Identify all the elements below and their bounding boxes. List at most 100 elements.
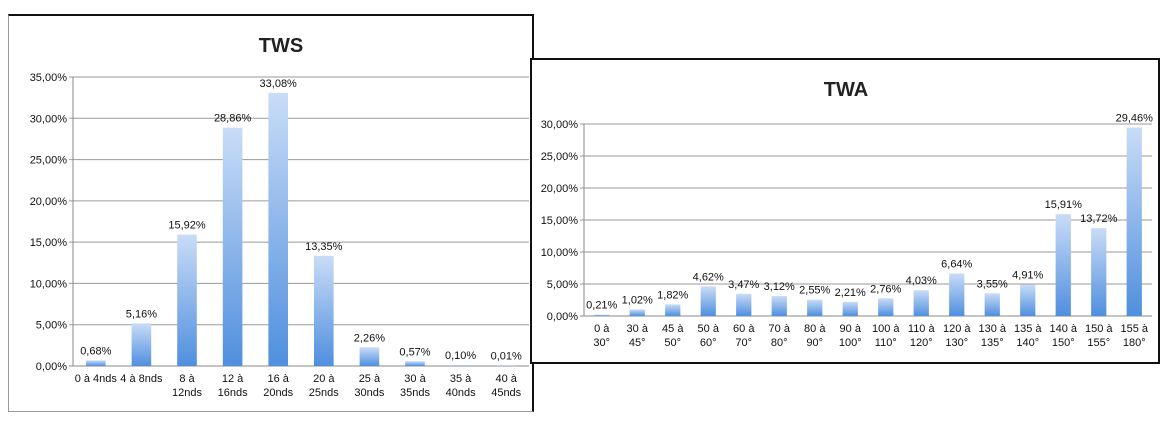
tws-data-label: 5,16% — [126, 308, 157, 320]
twa-data-label: 6,64% — [941, 259, 972, 271]
twa-bar — [878, 298, 894, 316]
twa-xtick-label: 140 à — [1049, 323, 1077, 335]
twa-bar — [1020, 284, 1036, 316]
twa-bar — [913, 290, 929, 316]
tws-data-label: 0,68% — [80, 345, 111, 357]
tws-ytick-label: 0,00% — [36, 361, 67, 373]
twa-bar — [736, 293, 752, 316]
twa-data-label: 2,21% — [835, 287, 866, 299]
tws-title: TWS — [259, 35, 303, 57]
twa-xtick-label: 130° — [945, 337, 968, 349]
tws-data-label: 13,35% — [305, 241, 343, 253]
tws-xtick-label: 8 à — [179, 373, 195, 385]
twa-data-label: 4,91% — [1012, 270, 1043, 282]
twa-data-label: 29,46% — [1116, 112, 1154, 124]
tws-bar — [222, 127, 243, 367]
twa-xtick-label: 110 à — [908, 323, 936, 335]
tws-xtick-label: 25nds — [309, 387, 339, 399]
tws-bar — [496, 365, 517, 366]
tws-xtick-label: 25 à — [359, 373, 381, 385]
tws-bar — [405, 361, 425, 366]
twa-bar — [594, 314, 610, 316]
twa-xtick-label: 150° — [1052, 337, 1075, 349]
twa-xtick-label: 120° — [910, 337, 933, 349]
tws-xtick-label: 45nds — [491, 387, 521, 399]
tws-data-label: 28,86% — [214, 113, 252, 125]
twa-xtick-label: 30° — [593, 337, 610, 349]
twa-xtick-label: 50 à — [698, 323, 720, 335]
tws-xtick-label: 4 à 8nds — [120, 373, 163, 385]
tws-xtick-label: 20nds — [263, 387, 293, 399]
tws-bar — [177, 234, 197, 366]
tws-data-label: 0,57% — [399, 346, 430, 358]
twa-data-label: 0,21% — [586, 300, 617, 312]
twa-ytick-label: 0,00% — [547, 311, 578, 323]
tws-xtick-label: 12nds — [172, 387, 202, 399]
twa-bar — [949, 273, 965, 316]
twa-bar — [700, 286, 716, 316]
twa-xtick-label: 45° — [629, 337, 646, 349]
twa-xtick-label: 140° — [1016, 337, 1039, 349]
twa-xtick-label: 0 à — [594, 323, 610, 335]
tws-bar — [85, 360, 106, 366]
twa-xtick-label: 30 à — [627, 323, 649, 335]
twa-chart-panel: TWA 0,00% 5,00% 10,00% 15,00% 20,00% 25,00% 30,… — [530, 58, 1160, 364]
tws-data-label: 0,01% — [491, 350, 522, 362]
twa-xtick-label: 50° — [664, 337, 681, 349]
twa-data-label: 3,47% — [728, 279, 759, 291]
tws-xtick-label: 20 à — [313, 373, 335, 385]
twa-data-label: 4,03% — [906, 275, 937, 287]
tws-bar — [131, 323, 152, 366]
twa-bar — [629, 309, 645, 316]
twa-ytick-label: 25,00% — [541, 151, 579, 163]
tws-xtick-label: 12 à — [222, 373, 244, 385]
twa-xtick-label: 120 à — [943, 323, 971, 335]
twa-ytick-label: 20,00% — [541, 183, 579, 195]
tws-bar — [450, 365, 471, 366]
twa-data-label: 2,55% — [799, 285, 830, 297]
tws-data-label: 2,26% — [354, 332, 385, 344]
tws-bar — [359, 347, 380, 366]
twa-data-label: 3,12% — [764, 281, 795, 293]
twa-xtick-label: 80° — [771, 337, 788, 349]
twa-data-label: 15,91% — [1045, 199, 1083, 211]
twa-data-label: 1,02% — [622, 294, 653, 306]
twa-xtick-label: 135° — [981, 337, 1004, 349]
tws-xtick-label: 35 à — [450, 373, 472, 385]
twa-xtick-label: 150 à — [1085, 323, 1113, 335]
tws-data-label: 15,92% — [168, 220, 206, 232]
tws-ytick-label: 35,00% — [30, 72, 68, 84]
twa-chart: TWA 0,00% 5,00% 10,00% 15,00% 20,00% 25,00% 30,… — [541, 79, 1154, 349]
twa-xtick-label: 100° — [839, 337, 862, 349]
twa-xtick-label: 155 à — [1120, 323, 1148, 335]
twa-xtick-label: 80 à — [804, 323, 826, 335]
twa-xtick-label: 130 à — [978, 323, 1006, 335]
tws-xtick-label: 30nds — [354, 387, 384, 399]
twa-ytick-label: 30,00% — [541, 119, 579, 131]
twa-bar — [984, 293, 1000, 316]
tws-ytick-label: 30,00% — [30, 113, 68, 125]
twa-xtick-label: 45 à — [662, 323, 684, 335]
tws-ytick-label: 20,00% — [30, 196, 68, 208]
tws-bar — [268, 92, 289, 367]
twa-bar — [842, 301, 858, 316]
tws-xtick-label: 16 à — [267, 373, 289, 385]
twa-xtick-label: 100 à — [872, 323, 900, 335]
twa-xtick-label: 90° — [806, 337, 823, 349]
tws-chart: TWS 0,00% 5,00% 10,00% 15,00% 20,00% 25,00% 30,… — [30, 35, 529, 399]
twa-bar — [1055, 214, 1071, 316]
twa-data-label: 3,55% — [977, 278, 1008, 290]
tws-xtick-label: 40nds — [446, 387, 476, 399]
twa-bar — [771, 296, 787, 316]
twa-xtick-label: 135 à — [1014, 323, 1042, 335]
twa-title: TWA — [824, 79, 868, 101]
tws-bar — [313, 255, 334, 366]
twa-xtick-label: 70 à — [769, 323, 791, 335]
twa-bar — [1091, 228, 1107, 316]
tws-xtick-label: 16nds — [218, 387, 248, 399]
twa-xtick-label: 60 à — [733, 323, 755, 335]
twa-xtick-label: 70° — [735, 337, 752, 349]
twa-data-label: 4,62% — [693, 271, 724, 283]
tws-xtick-label: 30 à — [404, 373, 426, 385]
tws-xtick-label: 0 à 4nds — [75, 373, 118, 385]
